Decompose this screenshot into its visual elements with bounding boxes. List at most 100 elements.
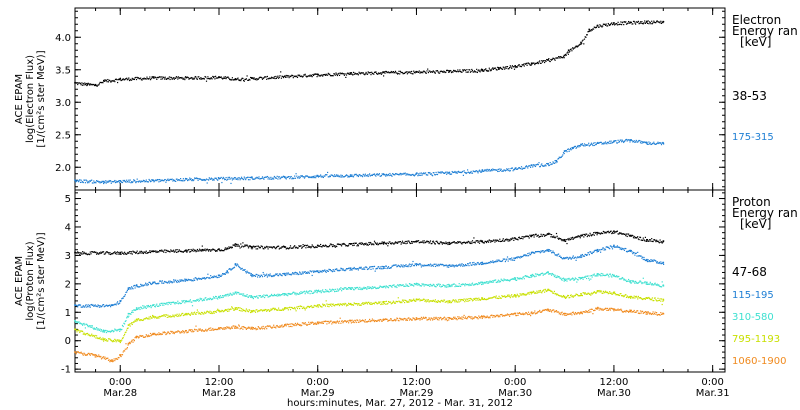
electron-sample [332,75,334,77]
proton-sample [336,243,338,245]
electron-sample [243,79,245,82]
proton-sample [625,233,628,235]
proton-sample [275,273,278,276]
electron-sample [527,62,530,64]
electron-sample [380,72,382,74]
proton-sample [339,243,341,246]
electron-sample [398,174,400,176]
proton-sample [236,265,238,267]
electron-sample [525,62,527,64]
proton-sample [330,289,332,291]
electron-sample [344,175,346,177]
proton-sample [170,316,173,318]
proton-sample [131,322,133,324]
electron-sample [603,23,605,25]
proton-sample [454,264,456,267]
proton-sample [357,245,359,247]
proton-point [349,287,352,289]
proton-sample [420,266,422,268]
proton-sample [78,330,80,332]
proton-sample [294,271,296,273]
proton-sample [191,250,193,252]
proton-sample [635,237,637,239]
electron-sample [517,65,519,67]
electron-sample [266,175,268,178]
electron-sample [434,72,436,74]
proton-sample [448,264,450,266]
electron-sample [642,141,644,143]
proton-sample [196,248,198,251]
proton-sample [425,241,427,243]
proton-sample [97,328,99,330]
proton-sample [585,254,587,256]
proton-sample [270,275,272,277]
proton-sample [86,323,88,326]
electron-sample [119,79,121,81]
proton-sample [163,280,166,283]
electron-sample [161,78,163,80]
electron-sample [348,175,350,177]
proton-sample [396,241,398,244]
proton-sample [611,246,613,248]
electron-sample [439,70,441,73]
proton-point [185,300,187,302]
proton-sample [600,275,602,277]
proton-sample [253,295,255,298]
proton-sample [170,249,172,251]
proton-sample [261,309,263,311]
proton-sample [459,241,461,243]
electron-sample [110,81,112,83]
proton-sample [130,252,132,255]
electron-sample [282,76,285,79]
electron-sample [226,179,228,181]
electron-sample [379,73,381,75]
electron-sample [306,175,308,177]
electron-sample [527,62,529,64]
proton-sample [612,232,614,234]
proton-sample [156,282,159,285]
proton-sample [258,246,260,248]
proton-sample [156,317,159,319]
proton-sample [609,273,611,275]
electron-sample [233,177,236,179]
electron-sample [220,176,222,179]
proton-sample [570,278,572,280]
proton-sample [474,241,476,243]
proton-sample [213,249,215,251]
proton-sample [255,309,257,311]
proton-sample [370,287,372,289]
electron-sample [381,173,383,175]
electron-sample [469,171,471,174]
electron-sample [567,53,569,55]
proton-sample [659,262,661,265]
electron-sample [126,179,128,181]
proton-sample [392,243,394,245]
electron-sample [271,178,273,180]
proton-sample [218,248,220,250]
proton-sample [564,239,566,241]
electron-sample [430,173,432,175]
electron-sample [490,170,492,172]
proton-sample [361,242,363,244]
electron-sample [189,77,191,80]
proton-sample [145,307,147,309]
proton-sample [488,239,490,241]
electron-sample [158,76,160,78]
proton-sample [528,276,530,278]
proton-sample [114,303,117,305]
proton-sample [198,312,201,314]
electron-sample [99,182,101,184]
proton-sample [644,281,646,283]
proton-sample [588,279,590,281]
proton-sample [440,241,442,243]
proton-sample [444,264,446,266]
proton-sample [112,304,114,306]
proton-sample [539,274,541,276]
electron-point [152,76,154,79]
electron-sample [163,180,165,182]
proton-sample [655,260,657,262]
electron-sample [187,76,189,78]
proton-sample [518,256,520,258]
proton-sample [160,302,162,305]
proton-sample [230,308,232,310]
